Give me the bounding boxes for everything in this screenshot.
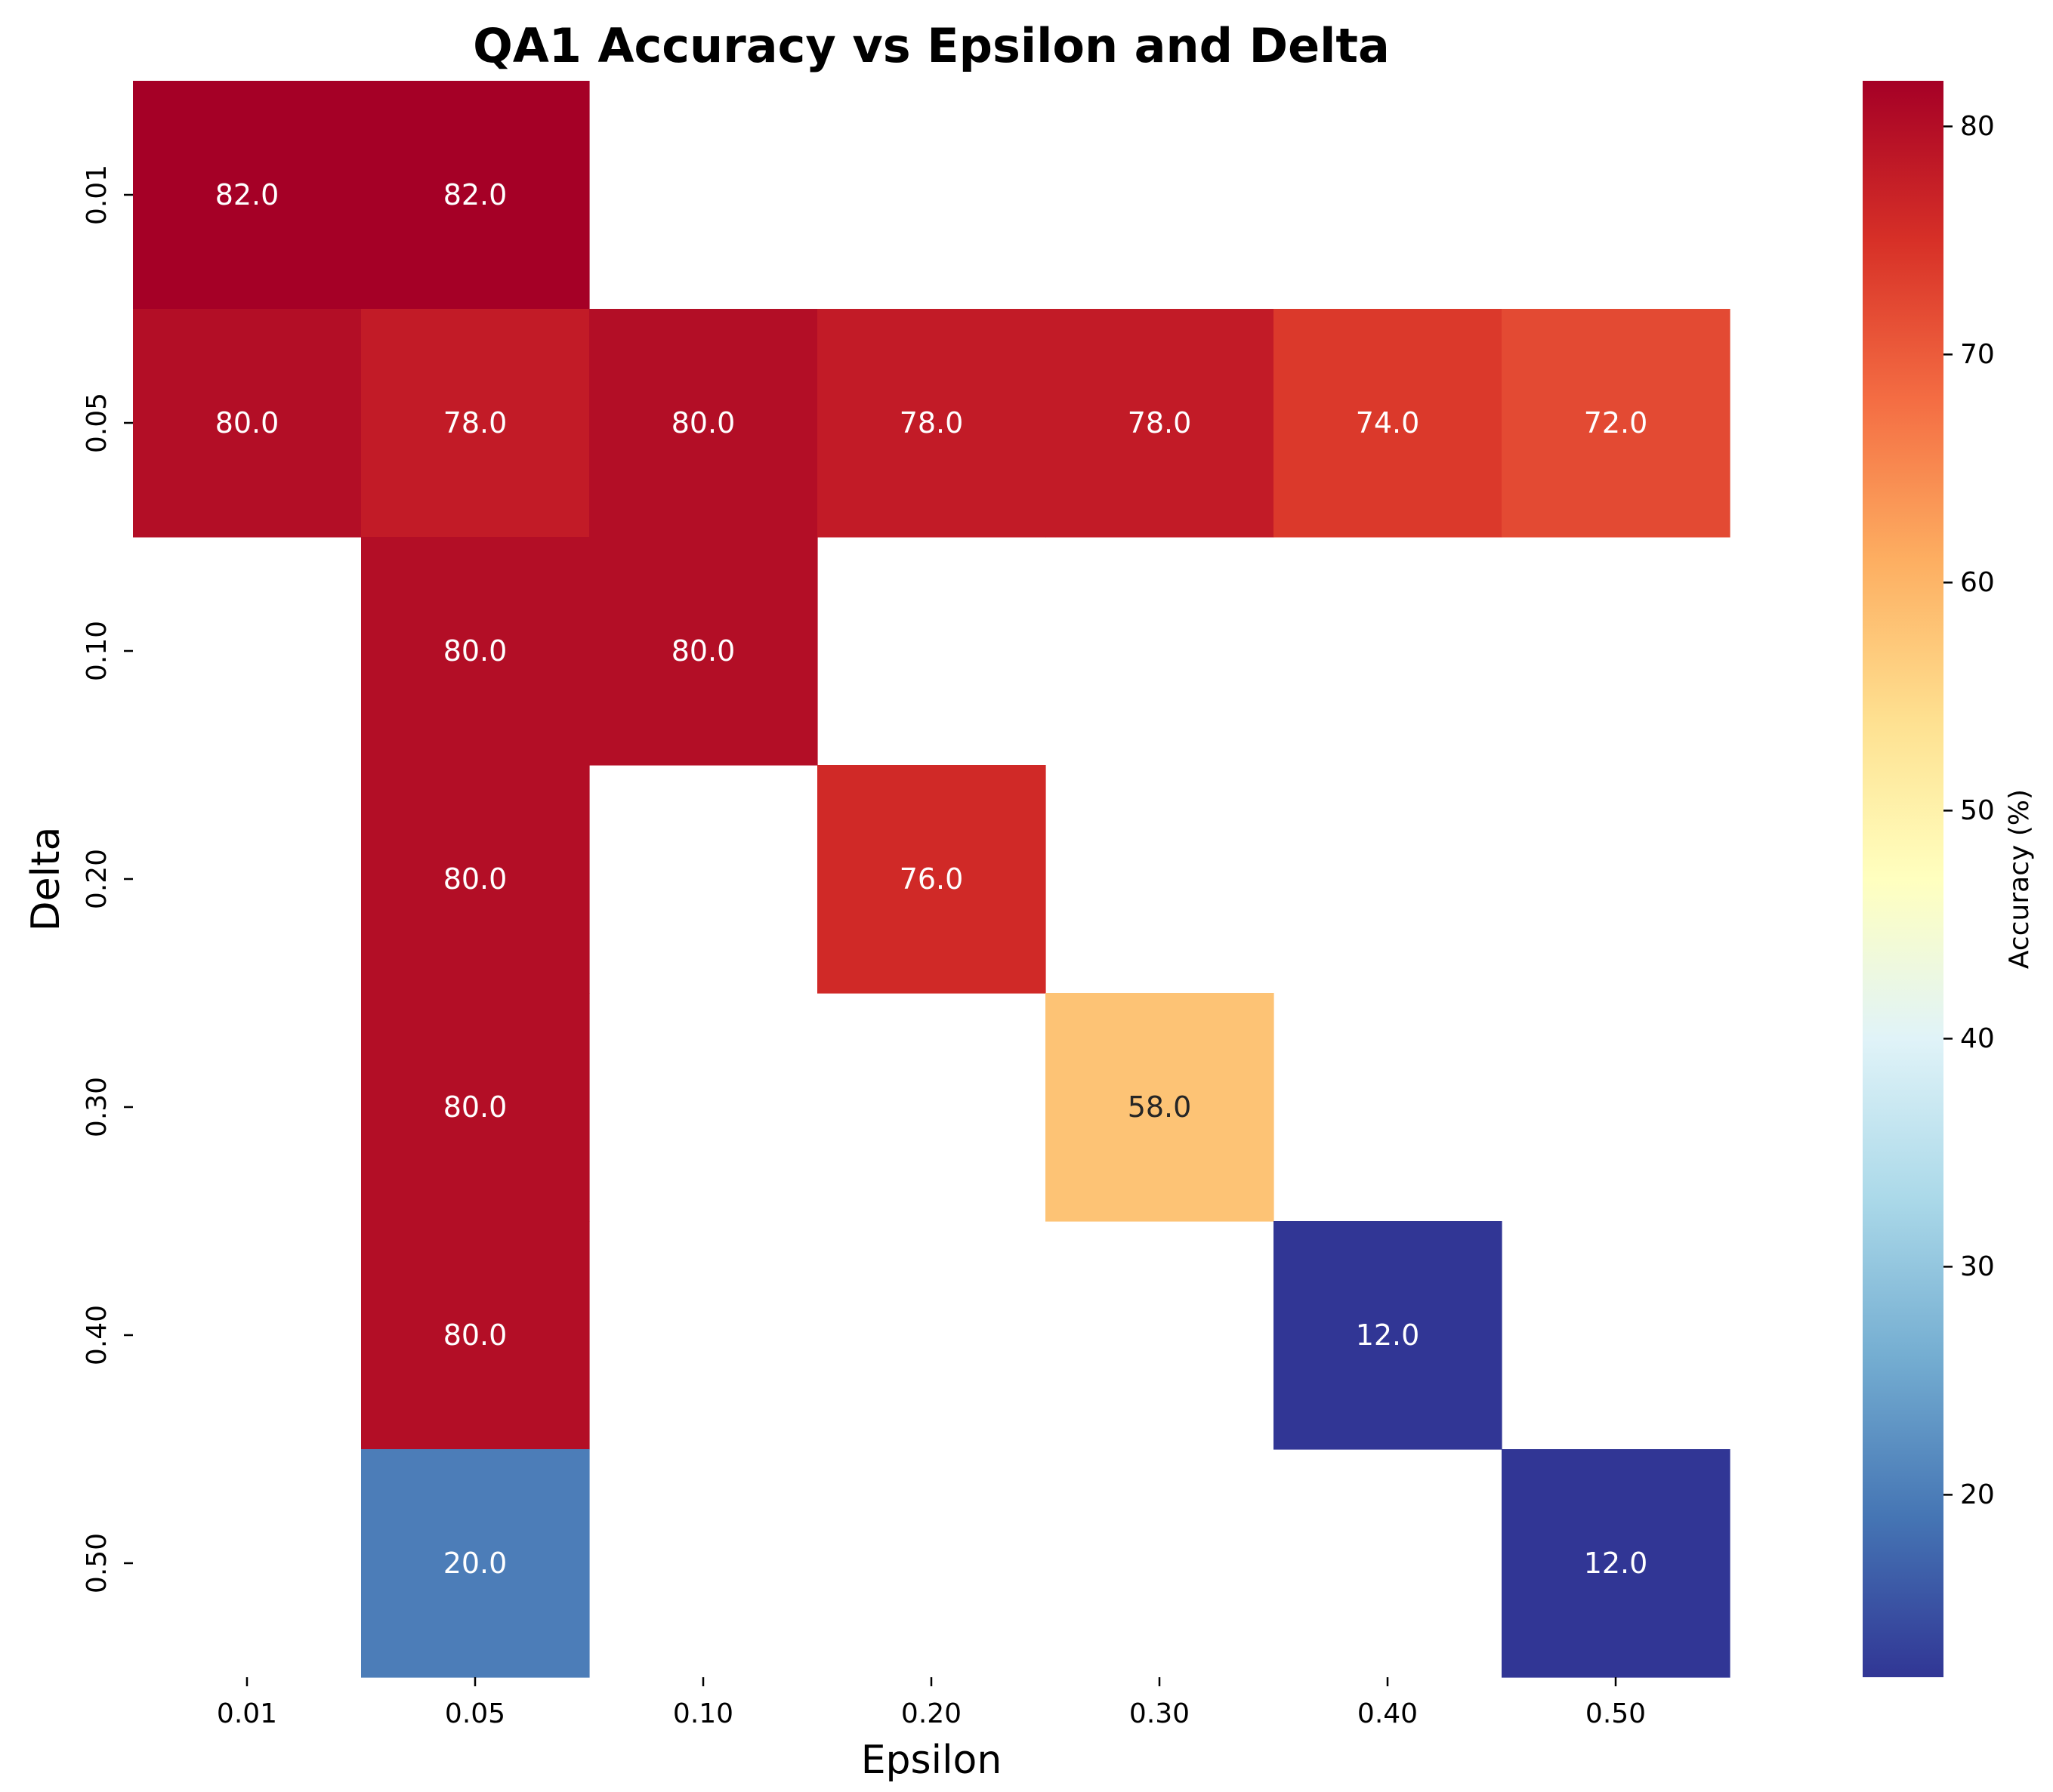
heatmap-cell-r4-c4: [1045, 993, 1274, 1222]
cell-value-label-r2-c2: 80.0: [671, 634, 736, 668]
heatmap-cell-r2-c2: [589, 537, 818, 766]
heatmap-cell-r0-c0: [133, 81, 362, 310]
heatmap-cell-r1-c2: [589, 309, 818, 538]
y-tick-label-2: 0.10: [82, 621, 113, 681]
y-tick-label-5: 0.40: [82, 1305, 113, 1365]
heatmap-cell-r1-c4: [1045, 309, 1274, 538]
cell-value-label-r0-c0: 82.0: [215, 178, 279, 211]
y-tick-label-0: 0.01: [82, 165, 113, 225]
colorbar: 20 30 40 50 60 70 80 Accuracy (%): [1863, 81, 2035, 1677]
cell-value-label-r6-c6: 12.0: [1584, 1547, 1648, 1580]
cell-value-label-r1-c0: 80.0: [215, 406, 279, 440]
colorbar-label: Accuracy (%): [2004, 789, 2035, 969]
heatmap-cell-r1-c6: [1502, 309, 1730, 538]
x-tick-label-0: 0.01: [217, 1698, 277, 1729]
heatmap-cell-r3-c1: [361, 765, 590, 994]
heatmap-cell-r3-c3: [817, 765, 1046, 994]
heatmap-cell-r5-c5: [1273, 1221, 1502, 1450]
cell-value-label-r4-c1: 80.0: [443, 1090, 508, 1124]
cell-value-label-r1-c2: 80.0: [671, 406, 736, 440]
x-axis-ticks: 0.01 0.05 0.10 0.20 0.30 0.40 0.50: [217, 1677, 1646, 1729]
cell-value-label-r1-c5: 74.0: [1356, 406, 1420, 440]
heatmap-cell-r0-c1: [361, 81, 590, 310]
cell-value-label-r6-c1: 20.0: [443, 1547, 508, 1580]
heatmap-cell-r6-c6: [1502, 1449, 1730, 1678]
colorbar-gradient: [1863, 81, 1943, 1677]
cell-value-label-r5-c1: 80.0: [443, 1319, 508, 1352]
cell-value-label-r1-c4: 78.0: [1128, 406, 1192, 440]
colorbar-tick-label-5: 70: [1960, 339, 1995, 370]
heatmap-cell-r1-c5: [1273, 309, 1502, 538]
cell-value-label-r4-c4: 58.0: [1128, 1090, 1192, 1124]
y-axis-label: Delta: [23, 827, 69, 932]
cell-value-label-r1-c3: 78.0: [900, 406, 964, 440]
y-tick-label-3: 0.20: [82, 849, 113, 909]
heatmap-cell-r1-c3: [817, 309, 1046, 538]
x-tick-label-6: 0.50: [1585, 1698, 1646, 1729]
colorbar-tick-label-4: 60: [1960, 567, 1995, 598]
colorbar-tick-label-0: 20: [1960, 1479, 1995, 1510]
heatmap-cell-r5-c1: [361, 1221, 590, 1450]
cell-value-label-r1-c6: 72.0: [1584, 406, 1648, 440]
cell-value-label-r5-c5: 12.0: [1356, 1319, 1420, 1352]
y-tick-label-6: 0.50: [82, 1533, 113, 1593]
colorbar-ticks: 20 30 40 50 60 70 80: [1943, 111, 1995, 1510]
x-tick-label-1: 0.05: [445, 1698, 505, 1729]
colorbar-tick-label-3: 50: [1960, 795, 1995, 826]
x-tick-label-3: 0.20: [901, 1698, 962, 1729]
cell-value-label-r3-c1: 80.0: [443, 862, 508, 896]
heatmap-cell-r2-c1: [361, 537, 590, 766]
chart-title: QA1 Accuracy vs Epsilon and Delta: [473, 18, 1390, 73]
x-tick-label-4: 0.30: [1129, 1698, 1190, 1729]
cell-value-label-r0-c1: 82.0: [443, 178, 508, 211]
heatmap-cell-r6-c1: [361, 1449, 590, 1678]
colorbar-tick-label-1: 30: [1960, 1251, 1995, 1282]
heatmap-cell-r4-c1: [361, 993, 590, 1222]
heatmap-cell-r1-c0: [133, 309, 362, 538]
x-tick-label-5: 0.40: [1357, 1698, 1418, 1729]
heatmap-cells: 82.0 82.0 80.0 78.0 80.0 78.0 78.0 74.0 72.0 80.0…: [133, 81, 1730, 1678]
colorbar-tick-label-6: 80: [1960, 111, 1995, 142]
y-tick-label-4: 0.30: [82, 1077, 113, 1137]
y-tick-label-1: 0.05: [82, 393, 113, 453]
cell-value-label-r3-c3: 76.0: [900, 862, 964, 896]
x-axis-label: Epsilon: [861, 1738, 1002, 1783]
colorbar-tick-label-2: 40: [1960, 1023, 1995, 1054]
heatmap-cell-r1-c1: [361, 309, 590, 538]
x-tick-label-2: 0.10: [673, 1698, 733, 1729]
y-axis-ticks: 0.01 0.05 0.10 0.20 0.30 0.40 0.50: [82, 165, 133, 1593]
cell-value-label-r1-c1: 78.0: [443, 406, 508, 440]
cell-value-label-r2-c1: 80.0: [443, 634, 508, 668]
